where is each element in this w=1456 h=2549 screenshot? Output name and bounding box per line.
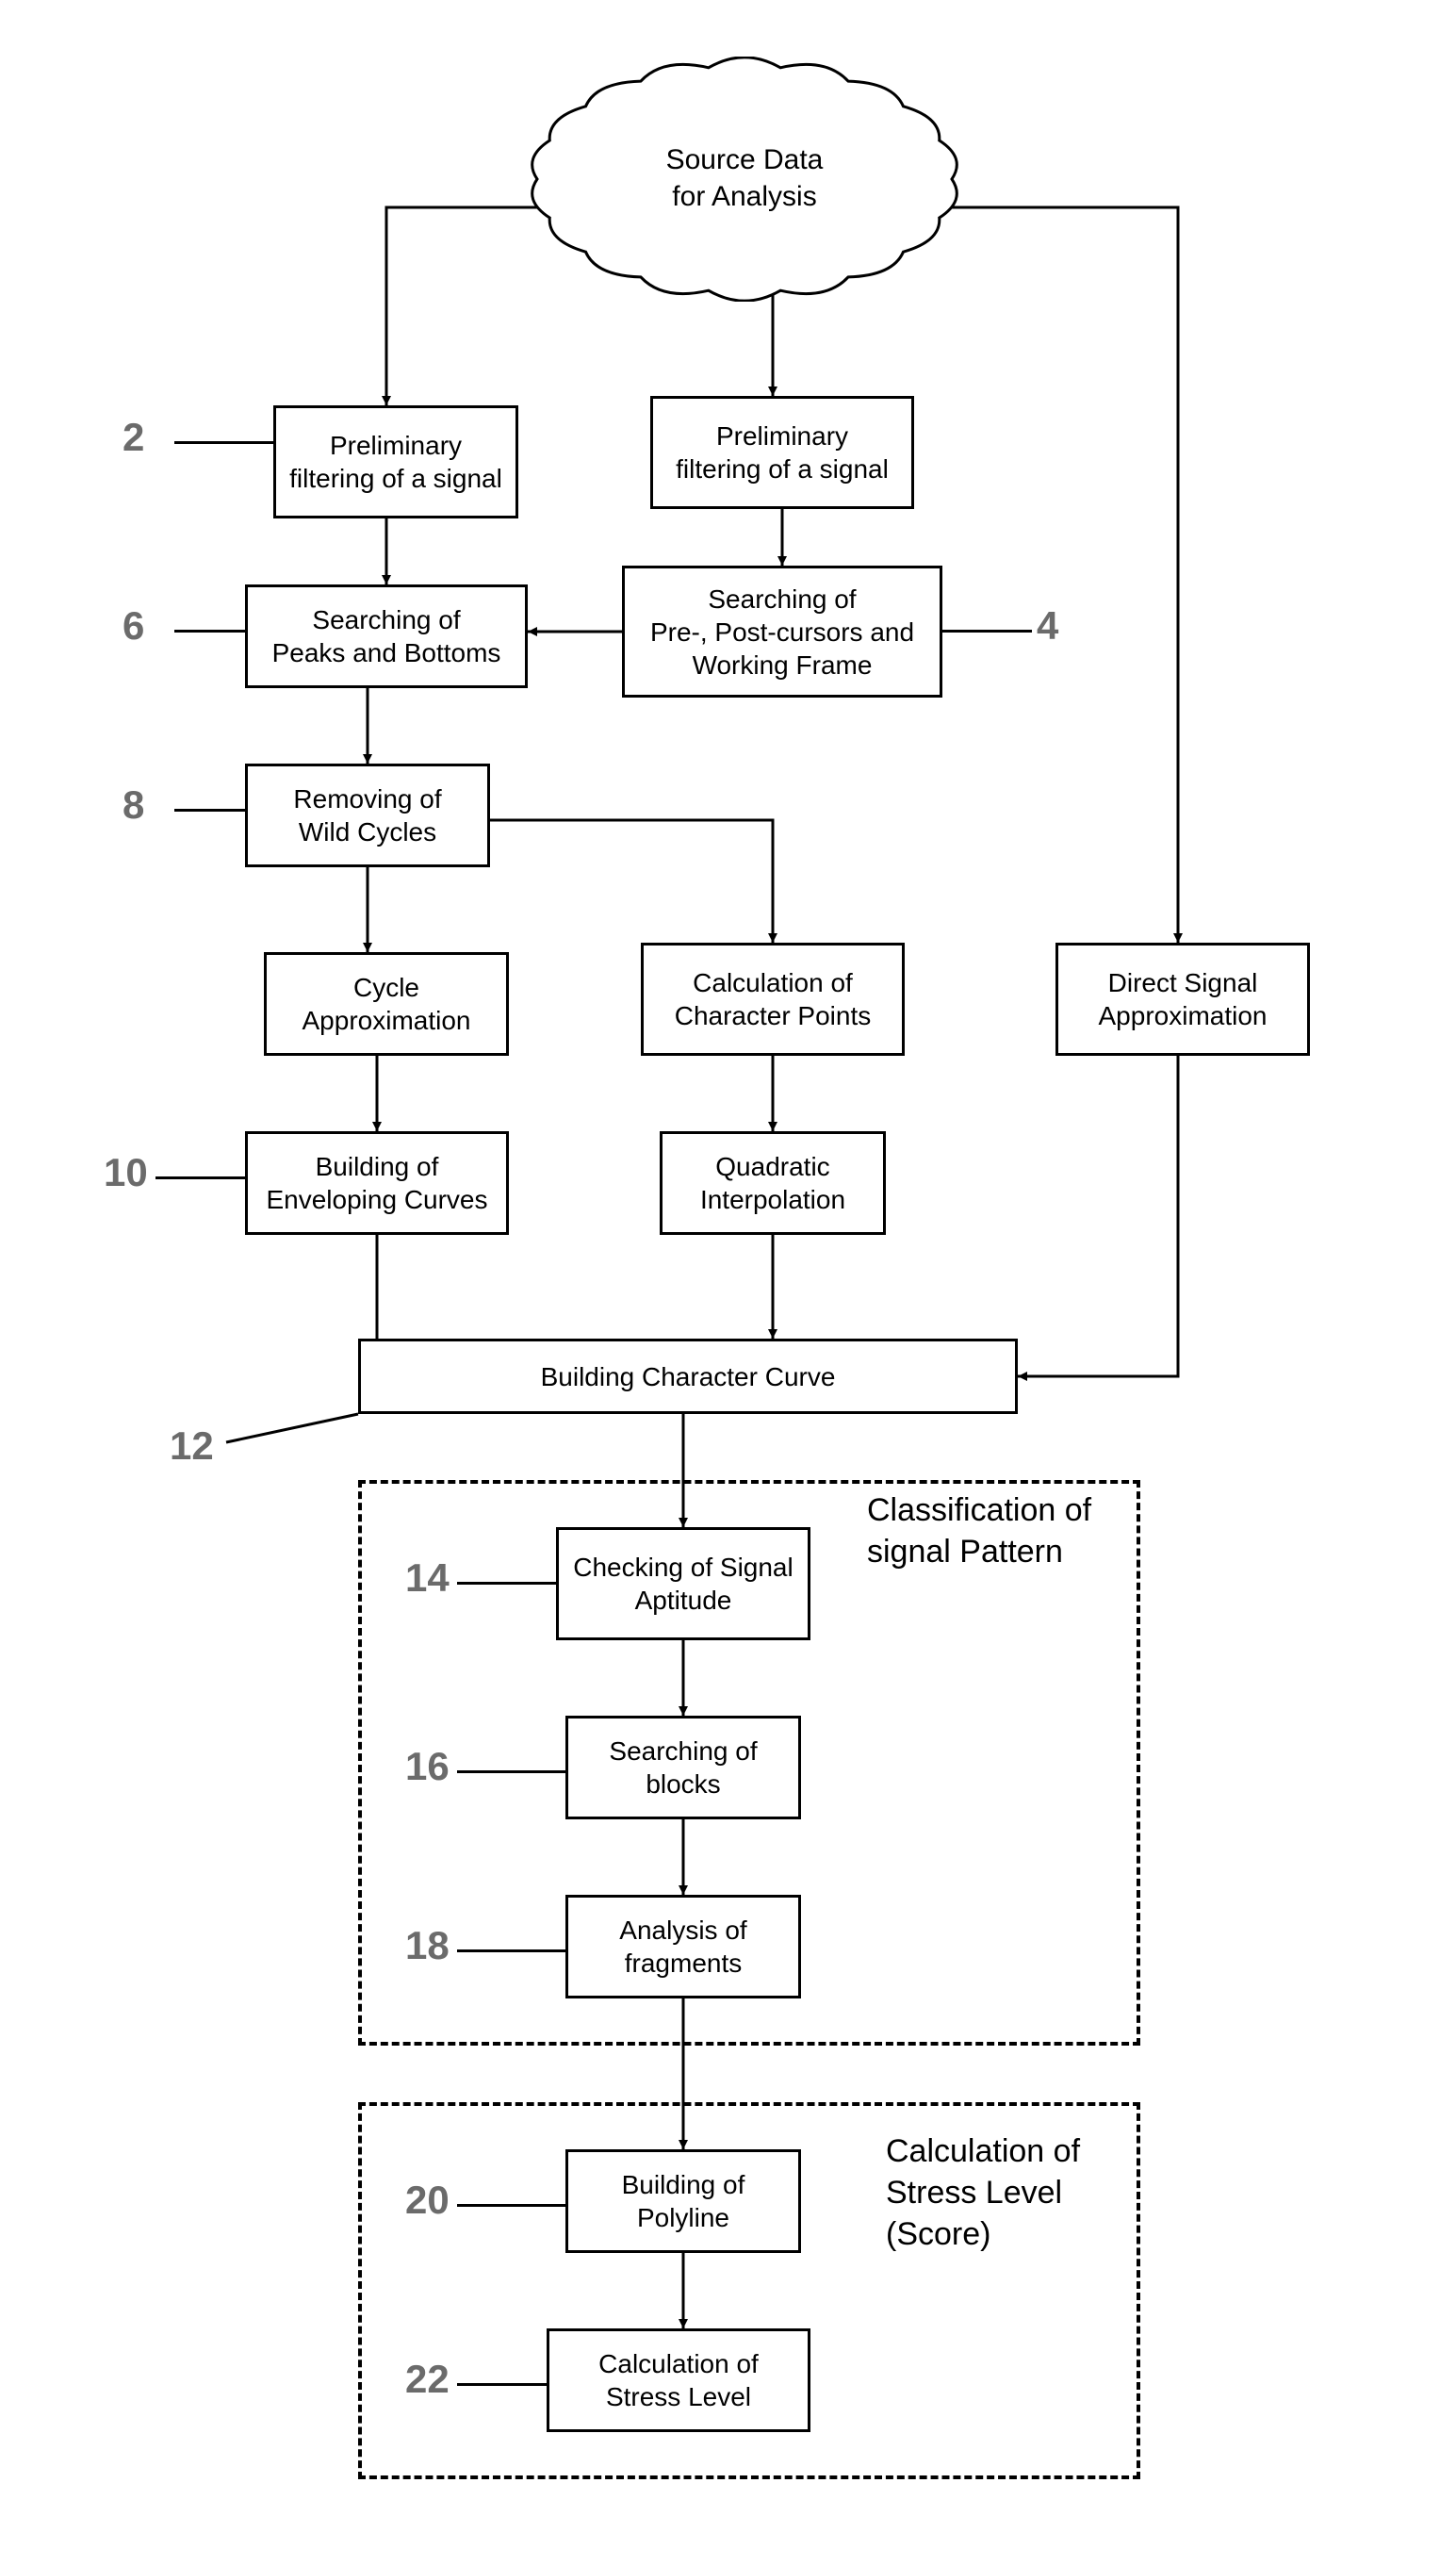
ref-number-12: 12 xyxy=(170,1423,214,1469)
ref-number-10: 10 xyxy=(104,1150,148,1195)
group-label-stresslevel: Calculation ofStress Level(Score) xyxy=(886,2130,1080,2256)
edge-direct-build12 xyxy=(1018,1056,1178,1376)
source-cloud: Source Datafor Analysis xyxy=(528,57,961,302)
ref-line-10 xyxy=(155,1176,245,1179)
box-prelimR: Preliminaryfiltering of a signal xyxy=(650,396,914,509)
cloud-text: Source Datafor Analysis xyxy=(528,141,961,215)
box-prelimL: Preliminaryfiltering of a signal xyxy=(273,405,518,518)
ref-line-2 xyxy=(174,441,273,444)
box-cycle: CycleApproximation xyxy=(264,952,509,1056)
box-build12: Building Character Curve xyxy=(358,1339,1018,1414)
ref-number-8: 8 xyxy=(123,782,144,828)
flowchart-canvas: Source Datafor Analysis Preliminaryfilte… xyxy=(0,0,1456,2549)
ref-number-2: 2 xyxy=(123,415,144,460)
ref-line-6 xyxy=(174,630,245,633)
box-calc: Calculation ofCharacter Points xyxy=(641,943,905,1056)
ref-line-4 xyxy=(942,630,1032,633)
box-env: Building ofEnveloping Curves xyxy=(245,1131,509,1235)
box-peaks: Searching ofPeaks and Bottoms xyxy=(245,584,528,688)
box-search4: Searching ofPre-, Post-cursors andWorkin… xyxy=(622,566,942,698)
ref-number-6: 6 xyxy=(123,603,144,649)
ref-number-4: 4 xyxy=(1037,603,1058,649)
ref-line-8 xyxy=(174,809,245,812)
edge-cloud_right-direct xyxy=(942,207,1178,943)
box-wild: Removing ofWild Cycles xyxy=(245,764,490,867)
box-direct: Direct SignalApproximation xyxy=(1055,943,1310,1056)
group-label-classification: Classification ofsignal Pattern xyxy=(867,1489,1091,1572)
box-quad: QuadraticInterpolation xyxy=(660,1131,886,1235)
edge-wild-calc xyxy=(490,820,773,943)
